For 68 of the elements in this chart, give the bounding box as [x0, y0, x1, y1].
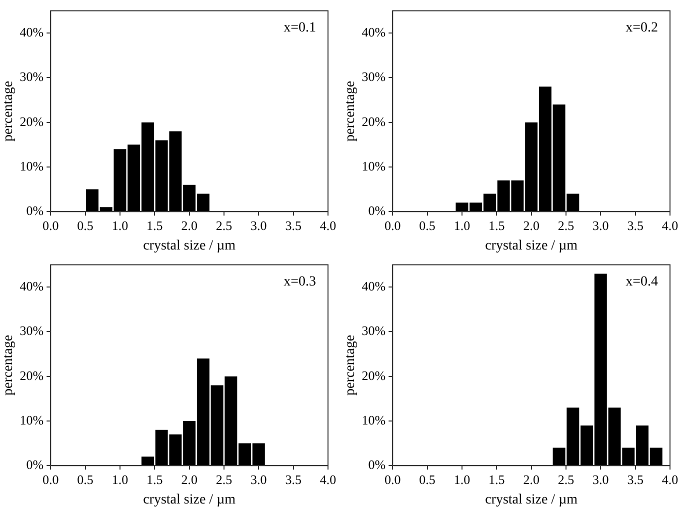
x-tick-label: 2.0: [181, 472, 198, 487]
x-tick-label: 0.0: [384, 218, 401, 233]
x-axis-title: crystal size / µm: [143, 492, 236, 508]
y-tick-label: 40%: [362, 24, 386, 40]
x-tick-label: 3.0: [250, 218, 267, 233]
x-tick-label: 1.0: [112, 218, 128, 233]
x-tick-label: 2.5: [216, 218, 232, 233]
x-tick-label: 1.0: [454, 472, 470, 487]
y-tick-label: 10%: [362, 412, 386, 428]
x-tick-label: 4.0: [320, 218, 336, 233]
annotation: x=0.3: [284, 274, 316, 290]
x-tick-label: 0.0: [384, 472, 401, 487]
y-tick-label: 40%: [20, 24, 44, 40]
x-axis-title: crystal size / µm: [143, 238, 236, 254]
x-tick-label: 0.5: [77, 472, 94, 487]
x-tick-label: 0.0: [42, 472, 59, 487]
annotation: x=0.1: [284, 20, 316, 36]
x-tick-label: 4.0: [320, 472, 336, 487]
x-tick-label: 1.0: [112, 472, 128, 487]
x-tick-label: 3.5: [285, 472, 302, 487]
y-tick-label: 30%: [20, 69, 44, 84]
x-axis-title: crystal size / µm: [485, 492, 578, 508]
x-tick-label: 2.5: [558, 472, 574, 487]
y-tick-label: 20%: [362, 368, 386, 383]
x-tick-label: 2.0: [523, 472, 540, 487]
x-tick-label: 3.0: [250, 472, 267, 487]
y-tick-label: 40%: [362, 278, 386, 294]
x-tick-label: 2.0: [523, 218, 540, 233]
y-tick-label: 0%: [26, 457, 44, 472]
x-tick-label: 3.5: [627, 218, 644, 233]
x-tick-label: 3.5: [285, 218, 302, 233]
x-tick-label: 1.5: [146, 472, 163, 487]
y-tick-label: 20%: [20, 114, 44, 129]
y-tick-label: 30%: [362, 323, 386, 338]
x-tick-label: 1.5: [146, 218, 163, 233]
x-tick-label: 0.5: [419, 472, 436, 487]
x-tick-label: 0.5: [77, 218, 94, 233]
annotation: x=0.4: [626, 274, 658, 290]
y-axis-title: percentage: [343, 80, 358, 142]
annotation: x=0.2: [626, 20, 658, 36]
y-tick-label: 10%: [20, 412, 44, 428]
x-tick-label: 2.0: [181, 218, 198, 233]
y-tick-label: 20%: [20, 368, 44, 383]
y-tick-label: 0%: [368, 457, 386, 472]
x-tick-label: 3.0: [592, 218, 609, 233]
x-tick-label: 1.5: [488, 472, 505, 487]
y-tick-label: 10%: [362, 158, 386, 174]
x-tick-label: 0.5: [419, 218, 436, 233]
y-axis-title: percentage: [1, 334, 16, 396]
y-tick-label: 0%: [368, 203, 386, 218]
y-tick-label: 30%: [362, 69, 386, 84]
y-axis-title: percentage: [1, 80, 16, 142]
x-tick-label: 4.0: [662, 472, 678, 487]
x-tick-label: 0.0: [42, 218, 59, 233]
x-axis-title: crystal size / µm: [485, 238, 578, 254]
y-tick-label: 40%: [20, 278, 44, 294]
y-axis-title: percentage: [343, 334, 358, 396]
x-tick-label: 2.5: [216, 472, 232, 487]
y-tick-label: 10%: [20, 158, 44, 174]
y-tick-label: 0%: [26, 203, 44, 218]
y-tick-label: 30%: [20, 323, 44, 338]
x-tick-label: 2.5: [558, 218, 574, 233]
x-tick-label: 3.0: [592, 472, 609, 487]
x-tick-label: 1.5: [488, 218, 505, 233]
x-tick-label: 3.5: [627, 472, 644, 487]
x-tick-label: 4.0: [662, 218, 678, 233]
y-tick-label: 20%: [362, 114, 386, 129]
x-tick-label: 1.0: [454, 218, 470, 233]
